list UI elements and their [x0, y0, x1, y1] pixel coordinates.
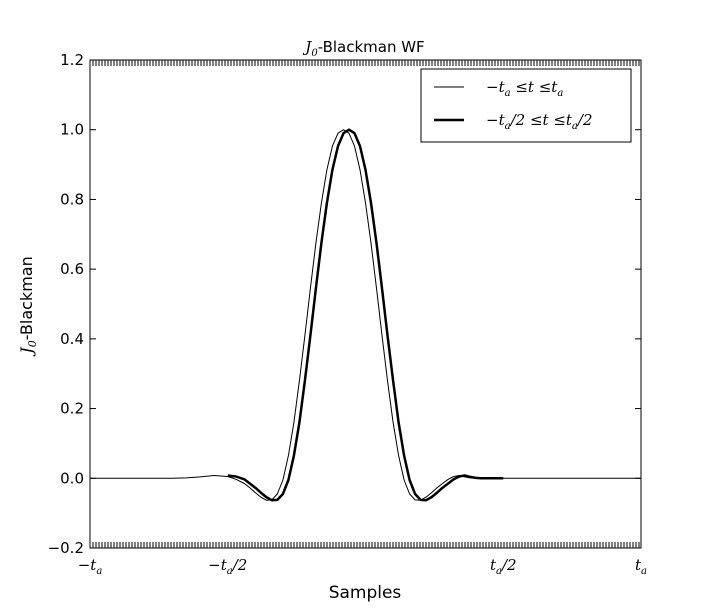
y-tick-label: 0.4: [60, 330, 84, 348]
legend-box: [420, 68, 632, 143]
legend-label-thick: −ta/2 ≤t ≤ta/2: [486, 111, 593, 132]
x-tick-label: ta​: [635, 556, 647, 577]
x-ticks: −ta​ −ta/2 ta/2 ta​: [78, 556, 647, 577]
x-tick-label: ta/2: [490, 556, 517, 577]
y-tick-label: 1.0: [60, 121, 84, 139]
title-subscript: 0: [311, 48, 318, 59]
title-symbol: J: [302, 38, 312, 56]
plot-frame: [89, 59, 642, 549]
y-tick-label: 0.2: [60, 400, 84, 418]
x-axis-label: Samples: [329, 583, 402, 603]
x-tick-label: −ta​: [78, 556, 103, 577]
ylabel-subscript: 0: [26, 340, 39, 347]
series-group: [90, 128, 641, 502]
legend-label-thin: −ta ≤t ≤ta: [486, 78, 563, 99]
y-tick-label: 0.8: [60, 190, 84, 208]
legend: −ta ≤t ≤ta −ta/2 ≤t ≤ta/2: [420, 68, 632, 143]
y-tick-label: 0.0: [60, 469, 84, 487]
y-tick-label: 1.2: [60, 51, 84, 69]
y-tick-label: 0.6: [60, 260, 84, 278]
ylabel-text: -Blackman: [17, 256, 36, 340]
series-line-thick: [227, 128, 504, 502]
title-text: -Blackman WF: [318, 38, 425, 56]
y-axis-label: J0-Blackman: [17, 256, 39, 356]
y-ticks: −0.2 0.0 0.2 0.4 0.6 0.8 1.0 1.2: [48, 51, 641, 557]
chart-title: J0-Blackman WF: [302, 38, 424, 59]
x-tick-label: −ta/2: [208, 556, 247, 577]
y-tick-label: −0.2: [48, 539, 84, 557]
ylabel-symbol: J: [17, 346, 36, 357]
